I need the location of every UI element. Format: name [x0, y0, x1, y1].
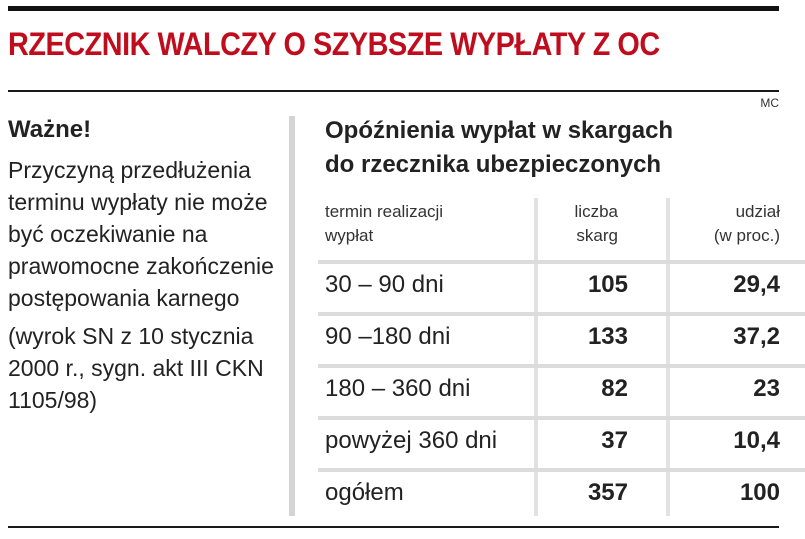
column-separator — [534, 198, 538, 516]
cell-count: 37 — [601, 427, 628, 454]
table-header: termin realizacji wypłat liczba skarg ud… — [318, 194, 805, 260]
cell-count: 82 — [601, 375, 628, 402]
cell-share: 37,2 — [733, 323, 780, 350]
author-credit: MC — [760, 96, 779, 110]
table-row: 180 – 360 dni 82 23 — [318, 364, 805, 416]
column-divider — [289, 116, 295, 516]
cell-count: 133 — [587, 323, 628, 350]
cell-period: powyżej 360 dni — [325, 427, 498, 454]
info-heading: Ważne! — [8, 116, 92, 143]
info-body: Przyczyną przedłużenia terminu wypłaty n… — [8, 157, 274, 311]
info-note: (wyrok SN z 10 stycznia 2000 r., sygn. a… — [8, 323, 264, 413]
bottom-rule — [8, 526, 779, 528]
cell-period: 90 –180 dni — [325, 323, 451, 350]
cell-period: 180 – 360 dni — [325, 375, 471, 402]
cell-count: 105 — [587, 271, 628, 298]
table-body: 30 – 90 dni 105 29,4 90 –180 dni 133 37,2 180 … — [318, 260, 805, 520]
cell-share: 23 — [753, 375, 780, 402]
cell-share: 29,4 — [733, 271, 780, 298]
cell-share: 10,4 — [733, 427, 780, 454]
info-box: Ważne! Przyczyną przedłużenia terminu wy… — [8, 116, 278, 416]
table-row: powyżej 360 dni 37 10,4 — [318, 416, 805, 468]
table-row: ogółem 357 100 — [318, 468, 805, 520]
column-separator — [666, 198, 670, 516]
cell-count: 357 — [587, 479, 628, 506]
page-title: RZECZNIK WALCZY O SZYBSZE WYPŁATY Z OC — [8, 26, 660, 62]
table-title: Opóźnienia wypłat w skargach do rzecznik… — [325, 117, 674, 178]
header-period: termin realizacji wypłat — [325, 202, 444, 245]
header-share: udział (w proc.) — [713, 202, 780, 245]
table-row: 30 – 90 dni 105 29,4 — [318, 260, 805, 312]
header-count: liczba skarg — [574, 202, 618, 245]
complaints-table: termin realizacji wypłat liczba skarg ud… — [318, 194, 805, 520]
cell-share: 100 — [739, 479, 780, 506]
title-underline — [8, 90, 779, 92]
cell-period: ogółem — [325, 479, 404, 506]
top-rule — [8, 6, 779, 11]
table-row: 90 –180 dni 133 37,2 — [318, 312, 805, 364]
cell-period: 30 – 90 dni — [325, 271, 444, 298]
